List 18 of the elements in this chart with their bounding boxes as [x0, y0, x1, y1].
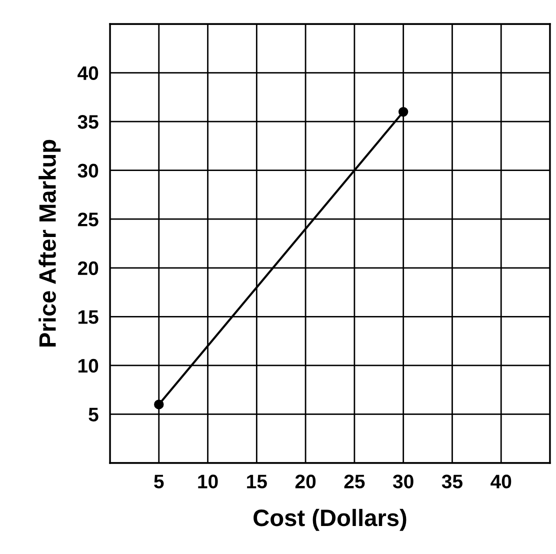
x-tick-label: 25 — [344, 474, 365, 488]
x-tick-label: 15 — [247, 474, 267, 488]
y-tick-label: 30 — [78, 164, 98, 178]
y-tick-label: 5 — [88, 408, 98, 422]
x-tick-label: 10 — [198, 474, 218, 488]
y-axis-title: Price After Markup — [38, 140, 61, 346]
x-tick-label: 30 — [392, 474, 414, 488]
y-tick-label: 10 — [78, 358, 98, 373]
x-tick-label: 40 — [490, 474, 512, 488]
x-axis-title: Cost (Dollars) — [254, 508, 406, 531]
y-tick-label: 20 — [78, 261, 98, 276]
x-tick-label: 35 — [442, 474, 462, 488]
y-tick-label: 40 — [78, 66, 98, 80]
y-tick-label: 15 — [78, 310, 98, 324]
y-tick-label: 25 — [78, 212, 98, 226]
x-tick-label: 20 — [295, 474, 316, 488]
x-tick-label: 5 — [154, 474, 164, 488]
y-tick-label: 35 — [78, 115, 98, 129]
